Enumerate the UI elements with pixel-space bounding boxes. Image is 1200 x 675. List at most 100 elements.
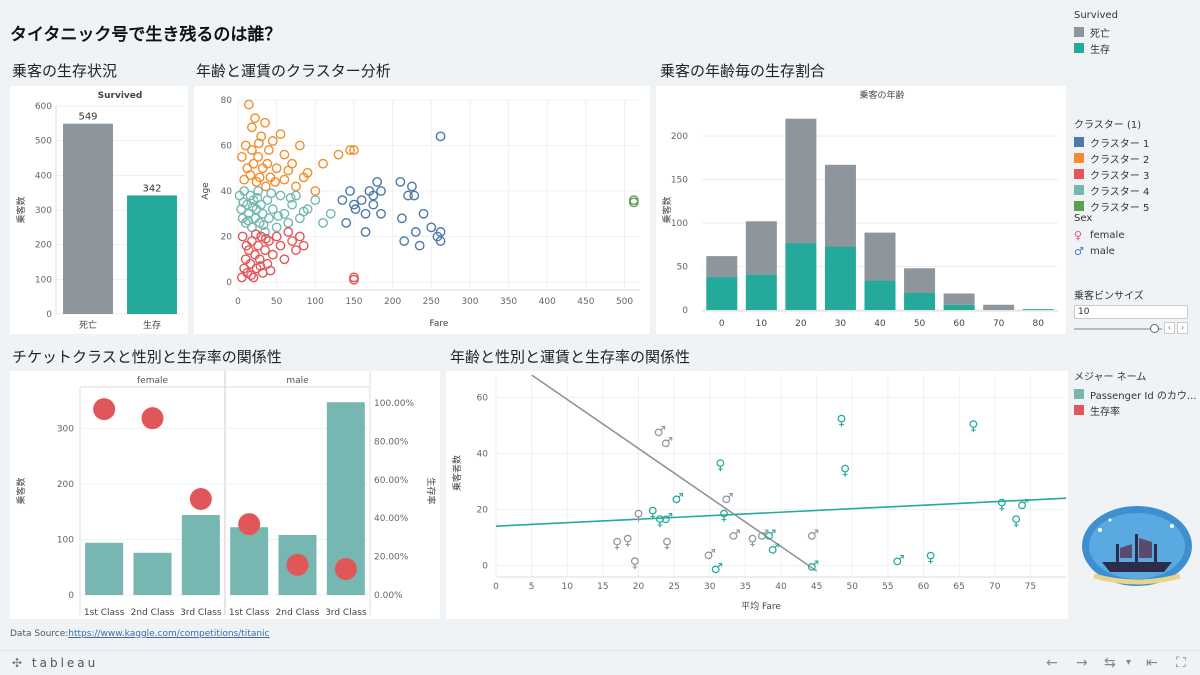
age-fare-chart[interactable]: 0 20 40 60 0 5 10 15 20 25 30 35 40 45 50 55 60 65 70 75 平均 … [446,371,1068,619]
x-tick-label: 20 [633,582,645,592]
section-title-classsex: チケットクラスと性別と生存率の関係性 [12,348,282,366]
legend-item-survival-rate[interactable]: 生存率 [1074,402,1198,418]
scatter-point [291,245,301,256]
tableau-logo[interactable]: ✣ tableau [12,656,98,670]
legend-item-passenger-count[interactable]: Passenger Id のカウ... [1074,386,1198,402]
chevron-down-icon[interactable]: ▾ [1126,657,1132,668]
y-tick-label: 60 [221,142,233,152]
female-point: ♀ [747,533,757,549]
survival-rate-dot [141,407,164,430]
bin-size-slider-row: ‹ › [1074,322,1198,336]
data-source-label: Data Source: [10,629,69,639]
female-point: ♀ [925,550,935,566]
scatter-point [253,151,263,162]
data-source: Data Source:https://www.kaggle.com/compe… [10,629,270,639]
y2-tick-label: 20.00% [374,553,409,563]
bin-size-value[interactable]: 10 [1074,305,1188,319]
legend-item-cluster-1[interactable]: クラスター 1 [1074,134,1198,150]
y2-tick-label: 40.00% [374,514,409,524]
scatter-point [341,217,352,228]
y-tick-label: 0 [68,591,74,601]
legend-label: クラスター 5 [1090,202,1150,214]
scatter-point [236,272,247,283]
y-tick-label: 100 [57,535,74,545]
x-tick-label: 30 [835,319,847,329]
x-axis-label: Fare [430,319,449,329]
female-point: ♀ [1011,514,1021,530]
y-tick-label: 400 [35,171,52,181]
y-tick-label: 40 [477,449,489,459]
section-title-cluster: 年齢と運賃のクラスター分析 [196,62,391,80]
bar-segment [706,276,738,310]
scatter-point [345,186,355,196]
x-tick-label: 75 [1025,582,1036,592]
sex-legend[interactable]: Sex ♀ female ♂ male [1074,213,1198,259]
measure-legend[interactable]: メジャー ネーム Passenger Id のカウ... 生存率 [1074,368,1198,418]
scatter-point [253,138,264,149]
trend-line [496,497,1066,527]
x-tick-label: 25 [668,582,679,592]
male-point: ♂ [711,561,724,577]
scatter-point [252,192,263,203]
x-tick-label: 40 [874,319,886,329]
class-sex-chart[interactable]: female male 0 100 200 300 0.00% 20.00% 40.00% 60.… [10,371,440,619]
x-tick-label: 3rd Class [180,608,222,618]
revert-icon[interactable]: ⇆ [1104,655,1116,671]
page-title: タイタニック号で生き残るのは誰？ [10,25,282,45]
x-tick-label: 50 [271,297,283,307]
bin-size-slider-thumb[interactable] [1150,324,1159,333]
x-tick-label: 60 [953,319,965,329]
scatter-point [283,165,294,176]
scatter-point [283,217,294,228]
cluster-legend[interactable]: クラスター (1) クラスター 1 クラスター 2 クラスター 3 クラスター … [1074,116,1198,214]
scatter-point [310,195,321,206]
group-header: female [137,376,168,386]
female-point: ♀ [968,418,978,434]
male-point: ♂ [703,547,716,563]
female-point: ♀ [612,536,622,552]
legend-item-cluster-5[interactable]: クラスター 5 [1074,198,1198,214]
bar-segment [785,243,817,310]
legend-item-cluster-3[interactable]: クラスター 3 [1074,166,1198,182]
scatter-point [275,190,286,201]
fullscreen-icon[interactable]: ⛶ [1176,655,1186,671]
scatter-point [360,208,371,219]
scatter-point [236,204,246,215]
x-axis-label: 平均 Fare [741,600,781,612]
legend-label: 生存 [1090,44,1110,56]
revert-all-icon[interactable]: ⇤ [1146,655,1158,671]
legend-item-male[interactable]: ♂ male [1074,243,1198,259]
bin-size-increment-button[interactable]: › [1177,322,1188,334]
legend-item-survived[interactable]: 生存 [1074,40,1198,56]
survival-bar-chart[interactable]: Survived 0 100 200 300 400 500 600 乗客数 549 死亡 342 生存 [10,86,188,334]
legend-item-female[interactable]: ♀ female [1074,227,1198,243]
titanic-ship-illustration [1082,506,1192,586]
age-histogram-chart[interactable]: 乗客の年齢 0 50 100 150 200 乗客数 0 10 20 30 40 50 60 70 80 [656,86,1066,334]
bar-segment [904,292,936,310]
legend-swatch [1074,201,1084,211]
bar-segment [824,246,856,310]
survived-legend[interactable]: Survived 死亡 生存 [1074,10,1198,56]
bin-size-slider-track[interactable] [1074,328,1162,330]
scatter-point [291,181,301,192]
undo-icon[interactable]: ← [1046,655,1058,671]
y2-tick-label: 100.00% [374,399,414,409]
legend-item-dead[interactable]: 死亡 [1074,24,1198,40]
legend-item-cluster-2[interactable]: クラスター 2 [1074,150,1198,166]
x-tick-label: 0 [493,582,499,592]
scatter-point [279,149,290,160]
bin-size-control[interactable]: 乗客ビンサイズ 10 ‹ › [1074,287,1198,336]
scatter-point [271,222,282,233]
bar-segment [745,221,777,275]
bin-size-decrement-button[interactable]: ‹ [1164,322,1175,334]
data-source-link[interactable]: https://www.kaggle.com/competitions/tita… [68,629,270,639]
cluster-scatter-chart[interactable]: 0 20 40 60 80 0 50 100 150 200 250 300 350 400 450 500 F… [194,86,650,334]
legend-swatch [1074,389,1084,399]
bar [63,123,113,315]
x-tick-label: 20 [795,319,807,329]
legend-label: male [1090,245,1115,257]
redo-icon[interactable]: → [1076,655,1088,671]
x-tick-label: 死亡 [79,319,97,331]
legend-item-cluster-4[interactable]: クラスター 4 [1074,182,1198,198]
male-point: ♂ [721,491,734,507]
